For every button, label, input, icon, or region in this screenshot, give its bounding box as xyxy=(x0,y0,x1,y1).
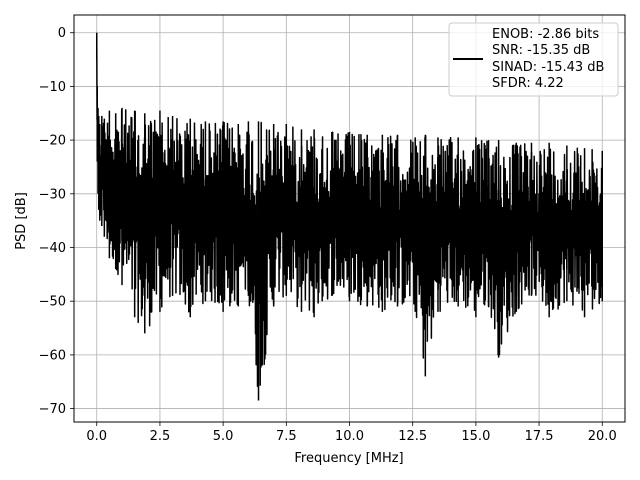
y-tick-label: 0 xyxy=(58,26,66,41)
legend-line-enob: ENOB: -2.86 bits xyxy=(492,27,599,42)
y-tick-label: −60 xyxy=(39,348,66,363)
y-tick-label: −30 xyxy=(39,187,66,202)
legend-box xyxy=(448,22,619,97)
y-axis-ticks: 0 −10 −20 −30 −40 −50 −60 −70 xyxy=(39,26,74,417)
x-axis-ticks: 0.0 2.5 5.0 7.5 10.0 12.5 15.0 17.5 20.0 xyxy=(86,422,617,444)
x-axis-label: Frequency [MHz] xyxy=(294,451,403,466)
x-tick-label: 2.5 xyxy=(150,429,171,444)
legend-line-sinad: SINAD: -15.43 dB xyxy=(492,60,604,75)
x-tick-label: 5.0 xyxy=(213,429,234,444)
y-tick-label: −40 xyxy=(39,241,66,256)
y-tick-label: −20 xyxy=(39,134,66,149)
legend: ENOB: -2.86 bits SNR: -15.35 dB SINAD: -… xyxy=(448,22,619,97)
x-tick-label: 17.5 xyxy=(525,429,554,444)
y-tick-label: −10 xyxy=(39,80,66,95)
x-tick-label: 0.0 xyxy=(86,429,107,444)
x-tick-label: 20.0 xyxy=(588,429,617,444)
legend-line-snr: SNR: -15.35 dB xyxy=(492,43,590,58)
y-tick-label: −50 xyxy=(39,295,66,310)
y-tick-label: −70 xyxy=(39,402,66,417)
x-tick-label: 7.5 xyxy=(276,429,297,444)
x-tick-label: 10.0 xyxy=(335,429,364,444)
y-axis-label: PSD [dB] xyxy=(14,192,29,250)
x-tick-label: 12.5 xyxy=(398,429,427,444)
x-tick-label: 15.0 xyxy=(461,429,490,444)
psd-series xyxy=(95,32,604,401)
legend-line-sfdr: SFDR: 4.22 xyxy=(492,76,564,91)
